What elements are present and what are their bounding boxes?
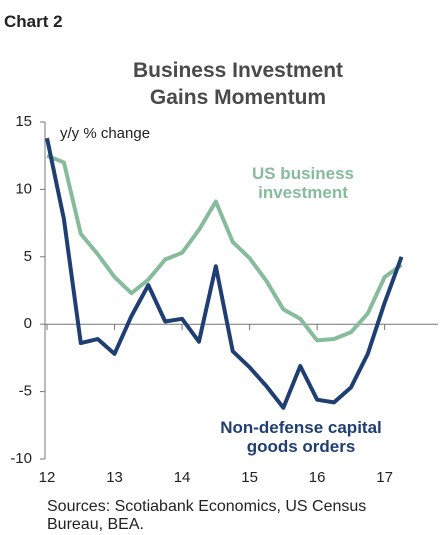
series-line <box>46 153 403 343</box>
y-tick-label: 5 <box>24 248 32 265</box>
source-note: Sources: Scotiabank Economics, US Census… <box>47 498 367 533</box>
y-axis-label: y/y % change <box>60 125 151 142</box>
y-tick-label: -5 <box>19 383 32 400</box>
y-tick-label: 0 <box>24 315 32 332</box>
y-tick-label: 15 <box>15 113 32 130</box>
x-tick-label: 17 <box>376 469 393 486</box>
x-tick-label: 16 <box>309 469 326 486</box>
y-tick-label: -10 <box>10 450 32 467</box>
y-tick-label: 10 <box>15 180 32 197</box>
chart-label: Chart 2 <box>4 12 63 31</box>
chart-title: Business Investment Gains Momentum <box>132 59 344 109</box>
series-label: Non-defense capital goods orders <box>220 418 382 456</box>
x-tick-label: 15 <box>241 469 258 486</box>
x-tick-label: 13 <box>106 469 123 486</box>
x-tick-label: 12 <box>39 469 56 486</box>
x-tick-label: 14 <box>174 469 191 486</box>
series-line <box>45 137 404 410</box>
series-label: US business investment <box>251 164 355 202</box>
